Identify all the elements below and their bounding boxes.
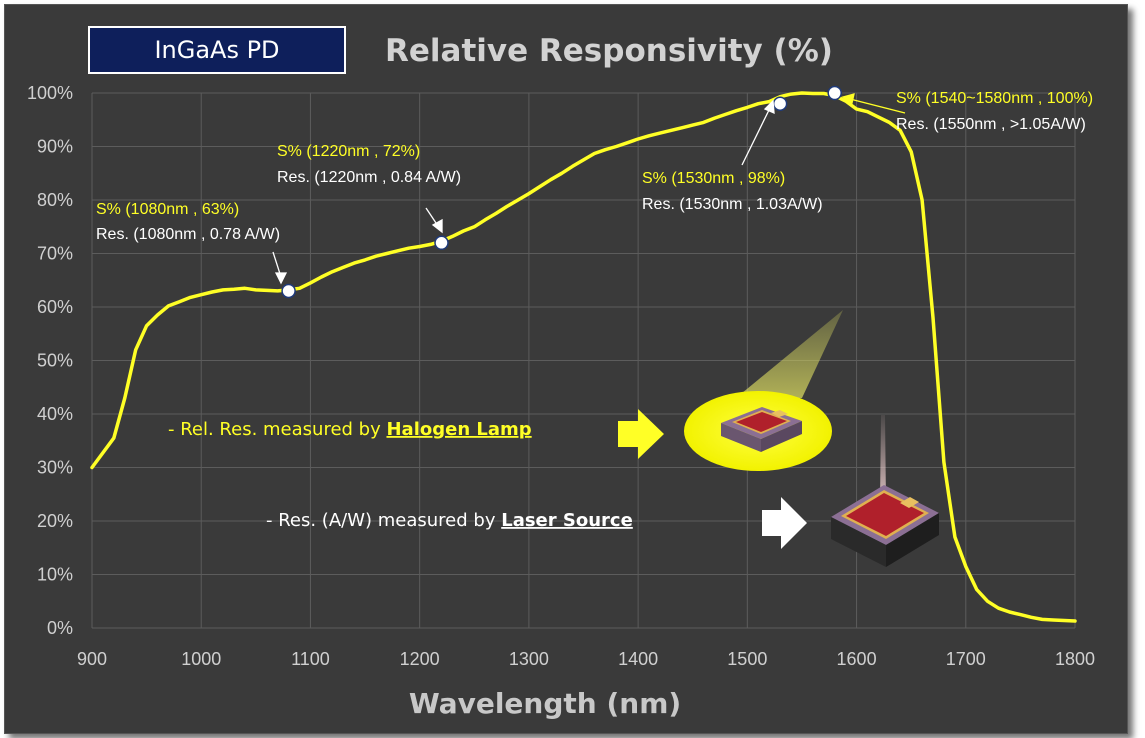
curve-markers <box>281 85 842 299</box>
y-tick-label: 10% <box>37 565 73 585</box>
laser-note-prefix: - Res. (A/W) measured by <box>266 510 501 531</box>
laser-note-bold: Laser Source <box>501 510 633 531</box>
annotation-res-1080: Res. (1080nm , 0.78 A/W) <box>96 226 280 243</box>
x-tick-label: 1700 <box>946 649 986 669</box>
chart-title: Relative Responsivity (%) <box>385 33 833 69</box>
data-point-marker <box>827 85 842 101</box>
arrow-head-1080 <box>274 272 288 285</box>
device-badge: InGaAs PD <box>88 26 346 74</box>
halogen-chip-icon <box>721 407 802 452</box>
x-tick-label: 1100 <box>291 649 330 669</box>
annotation-res-1530: Res. (1530nm , 1.03A/W) <box>642 196 823 213</box>
y-tick-label: 70% <box>37 244 73 264</box>
data-point-marker <box>434 235 449 251</box>
annotation-arrows <box>272 99 775 285</box>
laser-arrow-icon <box>762 497 807 549</box>
y-tick-label: 60% <box>37 297 73 317</box>
x-tick-label: 1800 <box>1055 649 1095 669</box>
x-tick-label: 1600 <box>837 649 877 669</box>
halogen-beam-icon <box>736 310 843 398</box>
annotation-s-1080: S% (1080nm , 63%) <box>96 201 239 218</box>
annotation-s-1580: S% (1540~1580nm , 100%) <box>896 90 1093 107</box>
laser-beam-icon <box>880 415 886 503</box>
responsivity-curve <box>90 91 1077 623</box>
data-point-marker <box>772 96 788 111</box>
halogen-note-bold: Halogen Lamp <box>386 419 531 440</box>
data-point-marker <box>281 283 296 299</box>
y-tick-label: 80% <box>37 190 73 210</box>
annotation-s-1220: S% (1220nm , 72%) <box>277 143 420 160</box>
y-tick-label: 90% <box>37 137 73 157</box>
x-tick-label: 1200 <box>400 649 440 669</box>
arrow-head-1220 <box>431 218 443 234</box>
halogen-note-prefix: - Rel. Res. measured by <box>168 419 386 440</box>
halogen-arrow-icon <box>618 409 664 459</box>
y-tick-label: 20% <box>37 511 73 531</box>
laser-chip-icon <box>831 485 939 567</box>
y-axis-ticks: 0% 10% 20% 30% 40% 50% 60% 70% 80% 90% 100% <box>27 83 73 638</box>
y-tick-label: 100% <box>27 83 73 103</box>
laser-note: - Res. (A/W) measured by Laser Source <box>266 510 633 531</box>
series-line <box>90 91 1077 623</box>
chart-canvas: 0% 10% 20% 30% 40% 50% 60% 70% 80% 90% 100% 900 100… <box>27 83 1095 720</box>
grid-lines <box>91 92 1076 629</box>
x-axis-ticks: 900 1000 1100 1200 1300 1400 1500 1600 1700 1800 <box>77 649 1095 669</box>
x-tick-label: 1000 <box>181 649 221 669</box>
arrow-head-1580 <box>841 93 855 105</box>
annotation-s-1530: S% (1530nm , 98%) <box>642 170 785 187</box>
x-tick-label: 1400 <box>618 649 658 669</box>
halogen-note: - Rel. Res. measured by Halogen Lamp <box>168 419 532 440</box>
arrow-1580 <box>849 98 906 114</box>
x-tick-label: 900 <box>77 649 107 669</box>
arrow-head-1530 <box>763 99 775 115</box>
annotation-res-1580: Res. (1550nm , >1.05A/W) <box>896 116 1086 133</box>
arrow-1530 <box>741 107 771 166</box>
chart-frame: InGaAs PD Relative Responsivity (%) 0% 10… <box>4 4 1128 734</box>
y-tick-label: 0% <box>47 618 73 638</box>
annotation-res-1220: Res. (1220nm , 0.84 A/W) <box>277 169 461 186</box>
x-tick-label: 1500 <box>727 649 767 669</box>
y-tick-label: 40% <box>37 404 73 424</box>
x-axis-title: Wavelength (nm) <box>409 687 681 720</box>
y-tick-label: 50% <box>37 351 73 371</box>
x-tick-label: 1300 <box>509 649 549 669</box>
y-tick-label: 30% <box>37 458 73 478</box>
annotation-arrow-1580 <box>841 93 906 114</box>
